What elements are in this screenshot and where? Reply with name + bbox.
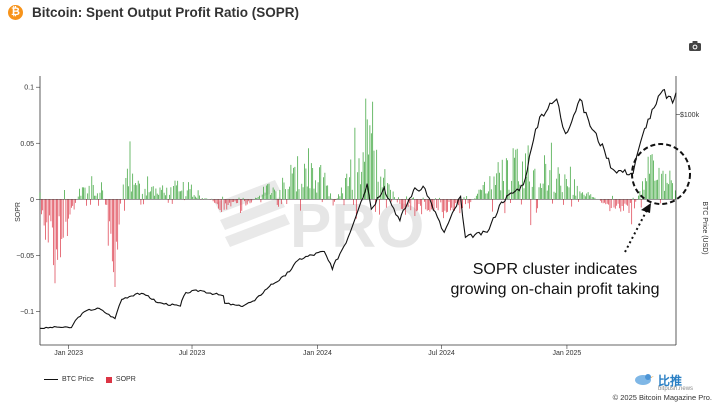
x-tick-label: Jul 2023 — [179, 350, 206, 357]
annotation-line-1: SOPR cluster indicates — [473, 261, 638, 278]
x-tick-label: Jan 2024 — [303, 350, 332, 357]
chart-title: Bitcoin: Spent Output Profit Ratio (SOPR… — [32, 4, 299, 20]
annotation-arrow — [624, 207, 649, 253]
axes — [39, 76, 677, 346]
y-axis-right: $100k — [676, 112, 700, 119]
sopr-bars — [39, 98, 676, 287]
source-domain: bitpush.news — [658, 386, 694, 392]
source-brand: 比推 — [658, 374, 683, 388]
annotation-arrowhead — [641, 203, 651, 213]
y-axis-left: 0.1 0.05 0 −0.05 −0.1 — [16, 85, 40, 316]
bitcoin-logo-icon: ₿ — [8, 4, 23, 20]
x-tick-label: Jan 2025 — [553, 350, 582, 357]
y-axis-label: SOPR — [15, 202, 22, 222]
legend-sopr-label: SOPR — [115, 376, 136, 383]
legend-price-swatch — [44, 378, 58, 381]
copyright: © 2025 Bitcoin Magazine Pro. — [612, 393, 712, 402]
legend-sopr-swatch — [105, 376, 112, 383]
header: ₿ Bitcoin: Spent Output Profit Ratio (SO… — [8, 3, 299, 21]
y-right-tick-label: $100k — [680, 112, 700, 119]
bitpush-logo-icon — [635, 374, 654, 385]
annotation-circle — [631, 143, 691, 205]
y-tick-label: 0.05 — [20, 141, 34, 148]
annotation-line-2: growing on-chain profit taking — [450, 281, 659, 298]
btc-price-line — [39, 88, 677, 329]
y-tick-label: 0 — [30, 197, 34, 204]
y-tick-label: −0.05 — [16, 253, 34, 260]
x-axis: Jan 2023 Jul 2023 Jan 2024 Jul 2024 Jan 2025 — [54, 345, 581, 357]
y-tick-label: −0.1 — [20, 309, 34, 316]
camera-icon[interactable] — [688, 40, 702, 52]
y-right-axis-label: BTC Price (USD) — [701, 201, 708, 254]
legend: BTC Price SOPR — [44, 376, 136, 383]
x-tick-label: Jul 2024 — [428, 350, 455, 357]
watermark: PRO — [215, 180, 424, 261]
annotation: SOPR cluster indicates growing on-chain … — [450, 143, 691, 298]
legend-price-label: BTC Price — [62, 376, 94, 383]
btc-price-path — [39, 88, 677, 329]
y-tick-label: 0.1 — [24, 85, 34, 92]
watermark-text: PRO — [290, 192, 424, 261]
x-tick-label: Jan 2023 — [54, 350, 83, 357]
